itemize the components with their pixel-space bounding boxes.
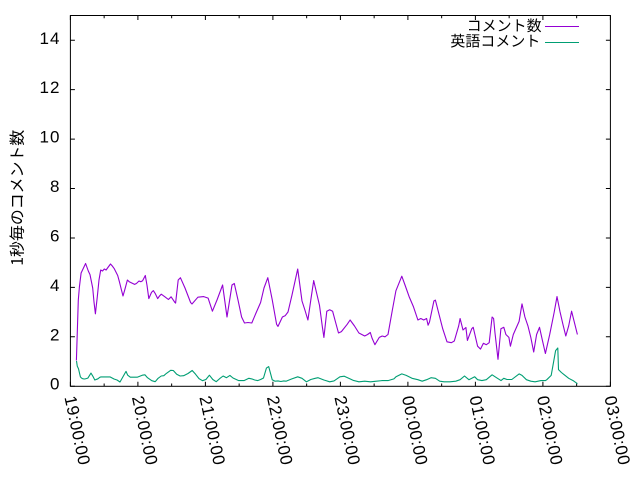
svg-text:6: 6 (50, 226, 59, 245)
svg-text:4: 4 (50, 276, 59, 295)
svg-text:12: 12 (40, 78, 60, 97)
svg-text:14: 14 (40, 29, 60, 48)
svg-text:8: 8 (50, 177, 59, 196)
svg-text:2: 2 (50, 325, 59, 344)
svg-text:10: 10 (40, 128, 60, 147)
svg-text:0: 0 (50, 375, 59, 394)
